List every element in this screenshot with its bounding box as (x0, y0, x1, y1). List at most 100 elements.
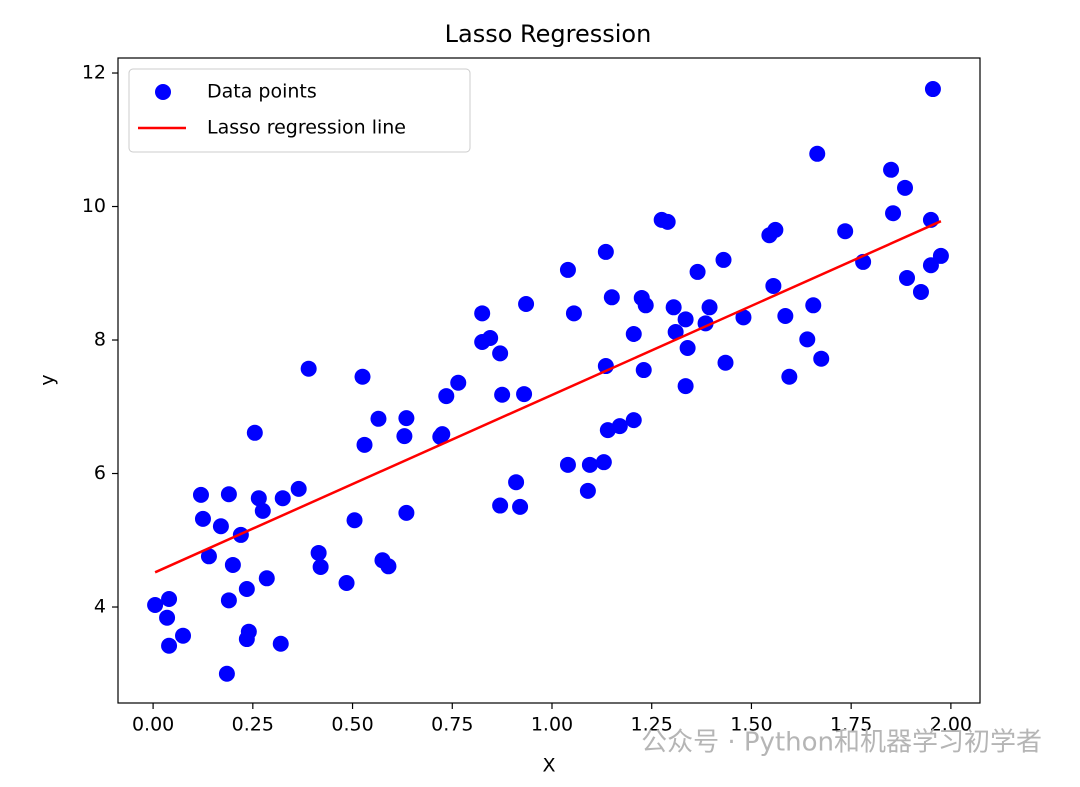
data-point (274, 490, 291, 507)
y-tick-label: 8 (94, 329, 106, 351)
data-point (659, 213, 676, 230)
data-point (159, 609, 176, 626)
data-point (398, 410, 415, 427)
data-point (518, 295, 535, 312)
data-point (912, 283, 929, 300)
x-tick-label: 0.25 (232, 714, 274, 736)
data-point (147, 597, 164, 614)
data-point (813, 350, 830, 367)
data-point (611, 418, 628, 435)
data-point (765, 277, 782, 294)
x-tick-label: 1.00 (531, 714, 573, 736)
data-point (595, 454, 612, 471)
y-tick-label: 6 (94, 462, 106, 484)
data-point (677, 378, 694, 395)
data-point (450, 374, 467, 391)
data-point (679, 340, 696, 357)
data-point (625, 412, 642, 429)
data-point (438, 388, 455, 405)
data-point (238, 580, 255, 597)
y-tick-label: 12 (82, 62, 106, 84)
data-point (380, 558, 397, 575)
x-tick-label: 1.75 (830, 714, 872, 736)
chart-title: Lasso Regression (445, 20, 652, 48)
data-point (809, 145, 826, 162)
data-point (396, 428, 413, 445)
data-point (398, 504, 415, 521)
data-point (246, 424, 263, 441)
data-point (492, 497, 509, 514)
data-point (781, 368, 798, 385)
data-point (290, 480, 307, 497)
data-point (883, 161, 900, 178)
data-point (354, 368, 371, 385)
data-point (559, 261, 576, 278)
data-point (192, 486, 209, 503)
data-point (735, 309, 752, 326)
data-point (677, 311, 694, 328)
data-point (310, 544, 327, 561)
data-point (899, 269, 916, 286)
data-point (689, 263, 706, 280)
data-point (701, 299, 718, 316)
legend-box (128, 68, 471, 153)
data-point (637, 297, 654, 314)
data-point (434, 426, 451, 443)
data-point (258, 570, 275, 587)
y-axis-label: y (37, 374, 59, 385)
data-point (370, 410, 387, 427)
data-point (581, 456, 598, 473)
data-point (356, 436, 373, 453)
data-point (625, 326, 642, 343)
data-point (924, 81, 941, 98)
data-point (715, 251, 732, 268)
data-point (194, 510, 211, 527)
data-point (767, 221, 784, 238)
data-point (837, 223, 854, 240)
data-point (200, 548, 217, 565)
legend-marker (155, 84, 171, 100)
data-point (635, 362, 652, 379)
data-point (579, 482, 596, 499)
legend-label: Data points (207, 81, 317, 103)
data-point (667, 324, 684, 341)
data-point (482, 330, 499, 347)
data-point (717, 354, 734, 371)
data-point (212, 518, 229, 535)
data-point (559, 456, 576, 473)
data-point (492, 345, 509, 362)
data-point (565, 305, 582, 322)
data-point (597, 243, 614, 260)
plot-frame (117, 57, 981, 704)
data-point (220, 592, 237, 609)
watermark: 公众号 · Python和机器学习初学者 (641, 728, 1042, 758)
x-tick-label: 1.25 (631, 714, 673, 736)
data-point (161, 637, 178, 654)
x-tick-label: 1.50 (730, 714, 772, 736)
y-tick-label: 4 (94, 596, 106, 618)
data-point (220, 486, 237, 503)
data-point (922, 257, 939, 274)
data-point (932, 247, 949, 264)
x-tick-label: 0.00 (132, 714, 174, 736)
data-point (161, 591, 178, 608)
x-tick-label: 0.75 (431, 714, 473, 736)
x-axis-label: X (542, 755, 555, 777)
data-point (240, 623, 257, 640)
data-point (272, 635, 289, 652)
data-point (805, 297, 822, 314)
regression-line (154, 220, 942, 574)
data-point (224, 556, 241, 573)
data-point (665, 299, 682, 316)
y-tick-label: 10 (82, 195, 106, 217)
data-point (312, 558, 329, 575)
data-point (254, 502, 271, 519)
data-point (175, 627, 192, 644)
data-point (338, 574, 355, 591)
data-point (494, 386, 511, 403)
data-point (512, 498, 529, 515)
legend-label: Lasso regression line (207, 117, 406, 139)
data-point (799, 331, 816, 348)
